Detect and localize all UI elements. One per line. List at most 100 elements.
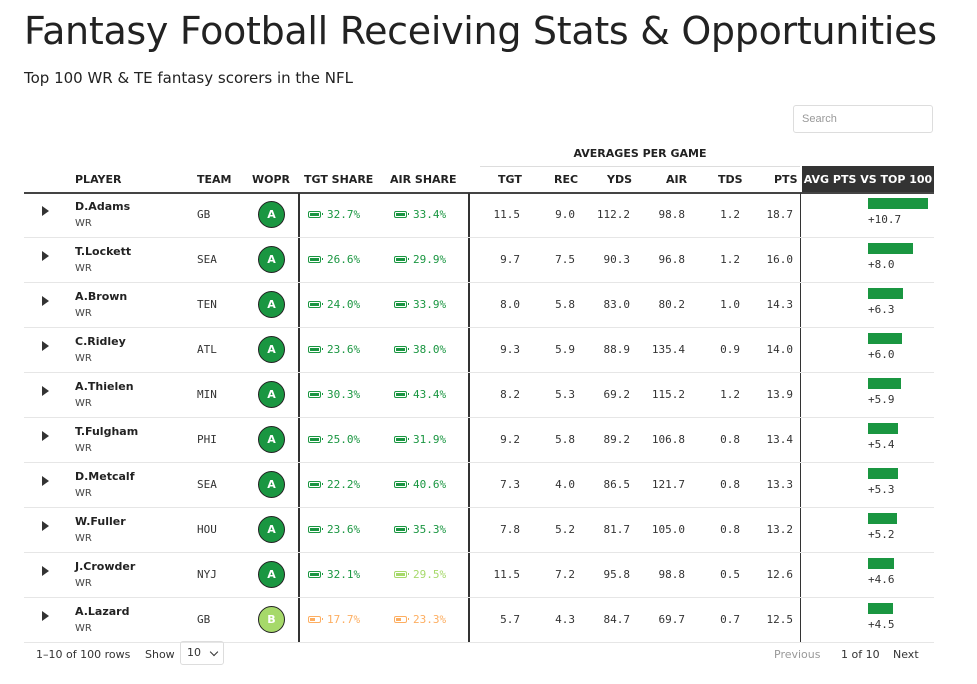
column-divider <box>468 238 470 282</box>
player-name: T.Fulgham <box>75 425 139 438</box>
wopr-grade-badge: A <box>258 336 285 363</box>
tgt-cell: 8.0 <box>500 298 520 311</box>
wopr-grade-badge: A <box>258 291 285 318</box>
column-divider <box>298 418 300 462</box>
col-tgt-share[interactable]: TGT SHARE <box>304 173 374 186</box>
col-wopr[interactable]: WOPR <box>252 173 291 186</box>
tgt-cell: 9.3 <box>500 343 520 356</box>
previous-button[interactable]: Previous <box>774 648 821 661</box>
air-share-value: 33.4% <box>413 208 447 221</box>
team-cell: GB <box>197 613 211 626</box>
expand-row-icon[interactable] <box>42 251 49 261</box>
avg-vs-bar <box>868 333 902 344</box>
air-cell: 98.8 <box>658 208 686 221</box>
avg-vs-value: +5.9 <box>868 393 895 406</box>
yds-cell: 84.7 <box>603 613 631 626</box>
tgt-share-value: 25.0% <box>327 433 361 446</box>
air-share-value: 40.6% <box>413 478 447 491</box>
col-yds[interactable]: YDS <box>607 173 633 186</box>
tgt-cell: 9.7 <box>500 253 520 266</box>
table-row[interactable]: D.Metcalf WR SEA A 22.2% 40.6% 7.3 4.0 86.5 121.7… <box>24 463 934 508</box>
player-position: WR <box>75 578 92 589</box>
col-air-share[interactable]: AIR SHARE <box>390 173 457 186</box>
expand-row-icon[interactable] <box>42 296 49 306</box>
rec-cell: 4.3 <box>555 613 575 626</box>
col-rec[interactable]: REC <box>554 173 579 186</box>
table-row[interactable]: T.Lockett WR SEA A 26.6% 29.9% 9.7 7.5 90.3 96.8 1… <box>24 238 934 283</box>
avg-vs-value: +8.0 <box>868 258 895 271</box>
avg-vs-value: +6.3 <box>868 303 895 316</box>
tds-cell: 0.5 <box>720 568 740 581</box>
expand-row-icon[interactable] <box>42 206 49 216</box>
column-divider <box>800 463 801 507</box>
pts-cell: 13.4 <box>766 433 794 446</box>
expand-row-icon[interactable] <box>42 611 49 621</box>
air-cell: 115.2 <box>651 388 685 401</box>
expand-row-icon[interactable] <box>42 566 49 576</box>
table-row[interactable]: A.Thielen WR MIN A 30.3% 43.4% 8.2 5.3 69.2 115.2… <box>24 373 934 418</box>
wopr-grade-badge: A <box>258 471 285 498</box>
avg-vs-value: +5.2 <box>868 528 895 541</box>
tgt-cell: 7.8 <box>500 523 520 536</box>
rec-cell: 9.0 <box>555 208 575 221</box>
table-row[interactable]: C.Ridley WR ATL A 23.6% 38.0% 9.3 5.9 88.9 135.4 0… <box>24 328 934 373</box>
table-row[interactable]: J.Crowder WR NYJ A 32.1% 29.5% 11.5 7.2 95.8 98.8… <box>24 553 934 598</box>
expand-row-icon[interactable] <box>42 431 49 441</box>
air-share-value: 29.9% <box>413 253 447 266</box>
col-team[interactable]: TEAM <box>197 173 232 186</box>
expand-row-icon[interactable] <box>42 476 49 486</box>
pts-cell: 13.3 <box>766 478 794 491</box>
table-row[interactable]: A.Lazard WR GB B 17.7% 23.3% 5.7 4.3 84.7 69.7 0.7… <box>24 598 934 643</box>
expand-row-icon[interactable] <box>42 386 49 396</box>
col-avg-vs-top100[interactable]: AVG PTS VS TOP 100 <box>802 166 934 192</box>
air-share: 23.3% <box>394 598 446 642</box>
table-header: PLAYER TEAM WOPR TGT SHARE AIR SHARE TGT… <box>24 166 934 194</box>
air-share: 33.4% <box>394 193 446 237</box>
player-position: WR <box>75 398 92 409</box>
page-title: Fantasy Football Receiving Stats & Oppor… <box>24 9 937 53</box>
avg-vs-bar <box>868 603 893 614</box>
tgt-share-value: 23.6% <box>327 343 361 356</box>
col-air[interactable]: AIR <box>666 173 688 186</box>
tds-cell: 1.0 <box>720 298 740 311</box>
column-divider <box>800 553 801 597</box>
column-divider <box>800 193 801 237</box>
column-divider <box>298 598 300 642</box>
table-row[interactable]: W.Fuller WR HOU A 23.6% 35.3% 7.8 5.2 81.7 105.0 0… <box>24 508 934 553</box>
battery-icon <box>394 480 409 488</box>
page-size-select[interactable]: 10 <box>180 641 224 665</box>
search-input[interactable] <box>793 105 933 133</box>
player-name: A.Thielen <box>75 380 134 393</box>
air-share: 35.3% <box>394 508 446 552</box>
averages-group-header: AVERAGES PER GAME <box>480 140 800 167</box>
column-divider <box>468 463 470 507</box>
expand-row-icon[interactable] <box>42 521 49 531</box>
col-pts[interactable]: PTS <box>774 173 798 186</box>
expand-row-icon[interactable] <box>42 341 49 351</box>
table-row[interactable]: A.Brown WR TEN A 24.0% 33.9% 8.0 5.8 83.0 80.2 1.0… <box>24 283 934 328</box>
col-tds[interactable]: TDS <box>718 173 743 186</box>
battery-icon <box>308 210 323 218</box>
col-tgt[interactable]: TGT <box>498 173 522 186</box>
column-divider <box>800 418 801 462</box>
tds-cell: 0.9 <box>720 343 740 356</box>
next-button[interactable]: Next <box>893 648 919 661</box>
avg-vs-bar <box>868 243 913 254</box>
air-share-value: 38.0% <box>413 343 447 356</box>
tgt-share: 26.6% <box>308 238 360 282</box>
tgt-share: 23.6% <box>308 508 360 552</box>
table-row[interactable]: D.Adams WR GB A 32.7% 33.4% 11.5 9.0 112.2 98.8 1.… <box>24 193 934 238</box>
battery-icon <box>308 525 323 533</box>
avg-vs-bar <box>868 288 903 299</box>
col-player[interactable]: PLAYER <box>75 173 122 186</box>
avg-vs-bar <box>868 513 897 524</box>
yds-cell: 81.7 <box>603 523 631 536</box>
battery-icon <box>394 390 409 398</box>
player-name: D.Metcalf <box>75 470 135 483</box>
player-position: WR <box>75 308 92 319</box>
battery-icon <box>308 615 323 623</box>
team-cell: ATL <box>197 343 217 356</box>
battery-icon <box>394 615 409 623</box>
page-subtitle: Top 100 WR & TE fantasy scorers in the N… <box>24 69 353 87</box>
table-row[interactable]: T.Fulgham WR PHI A 25.0% 31.9% 9.2 5.8 89.2 106.8… <box>24 418 934 463</box>
